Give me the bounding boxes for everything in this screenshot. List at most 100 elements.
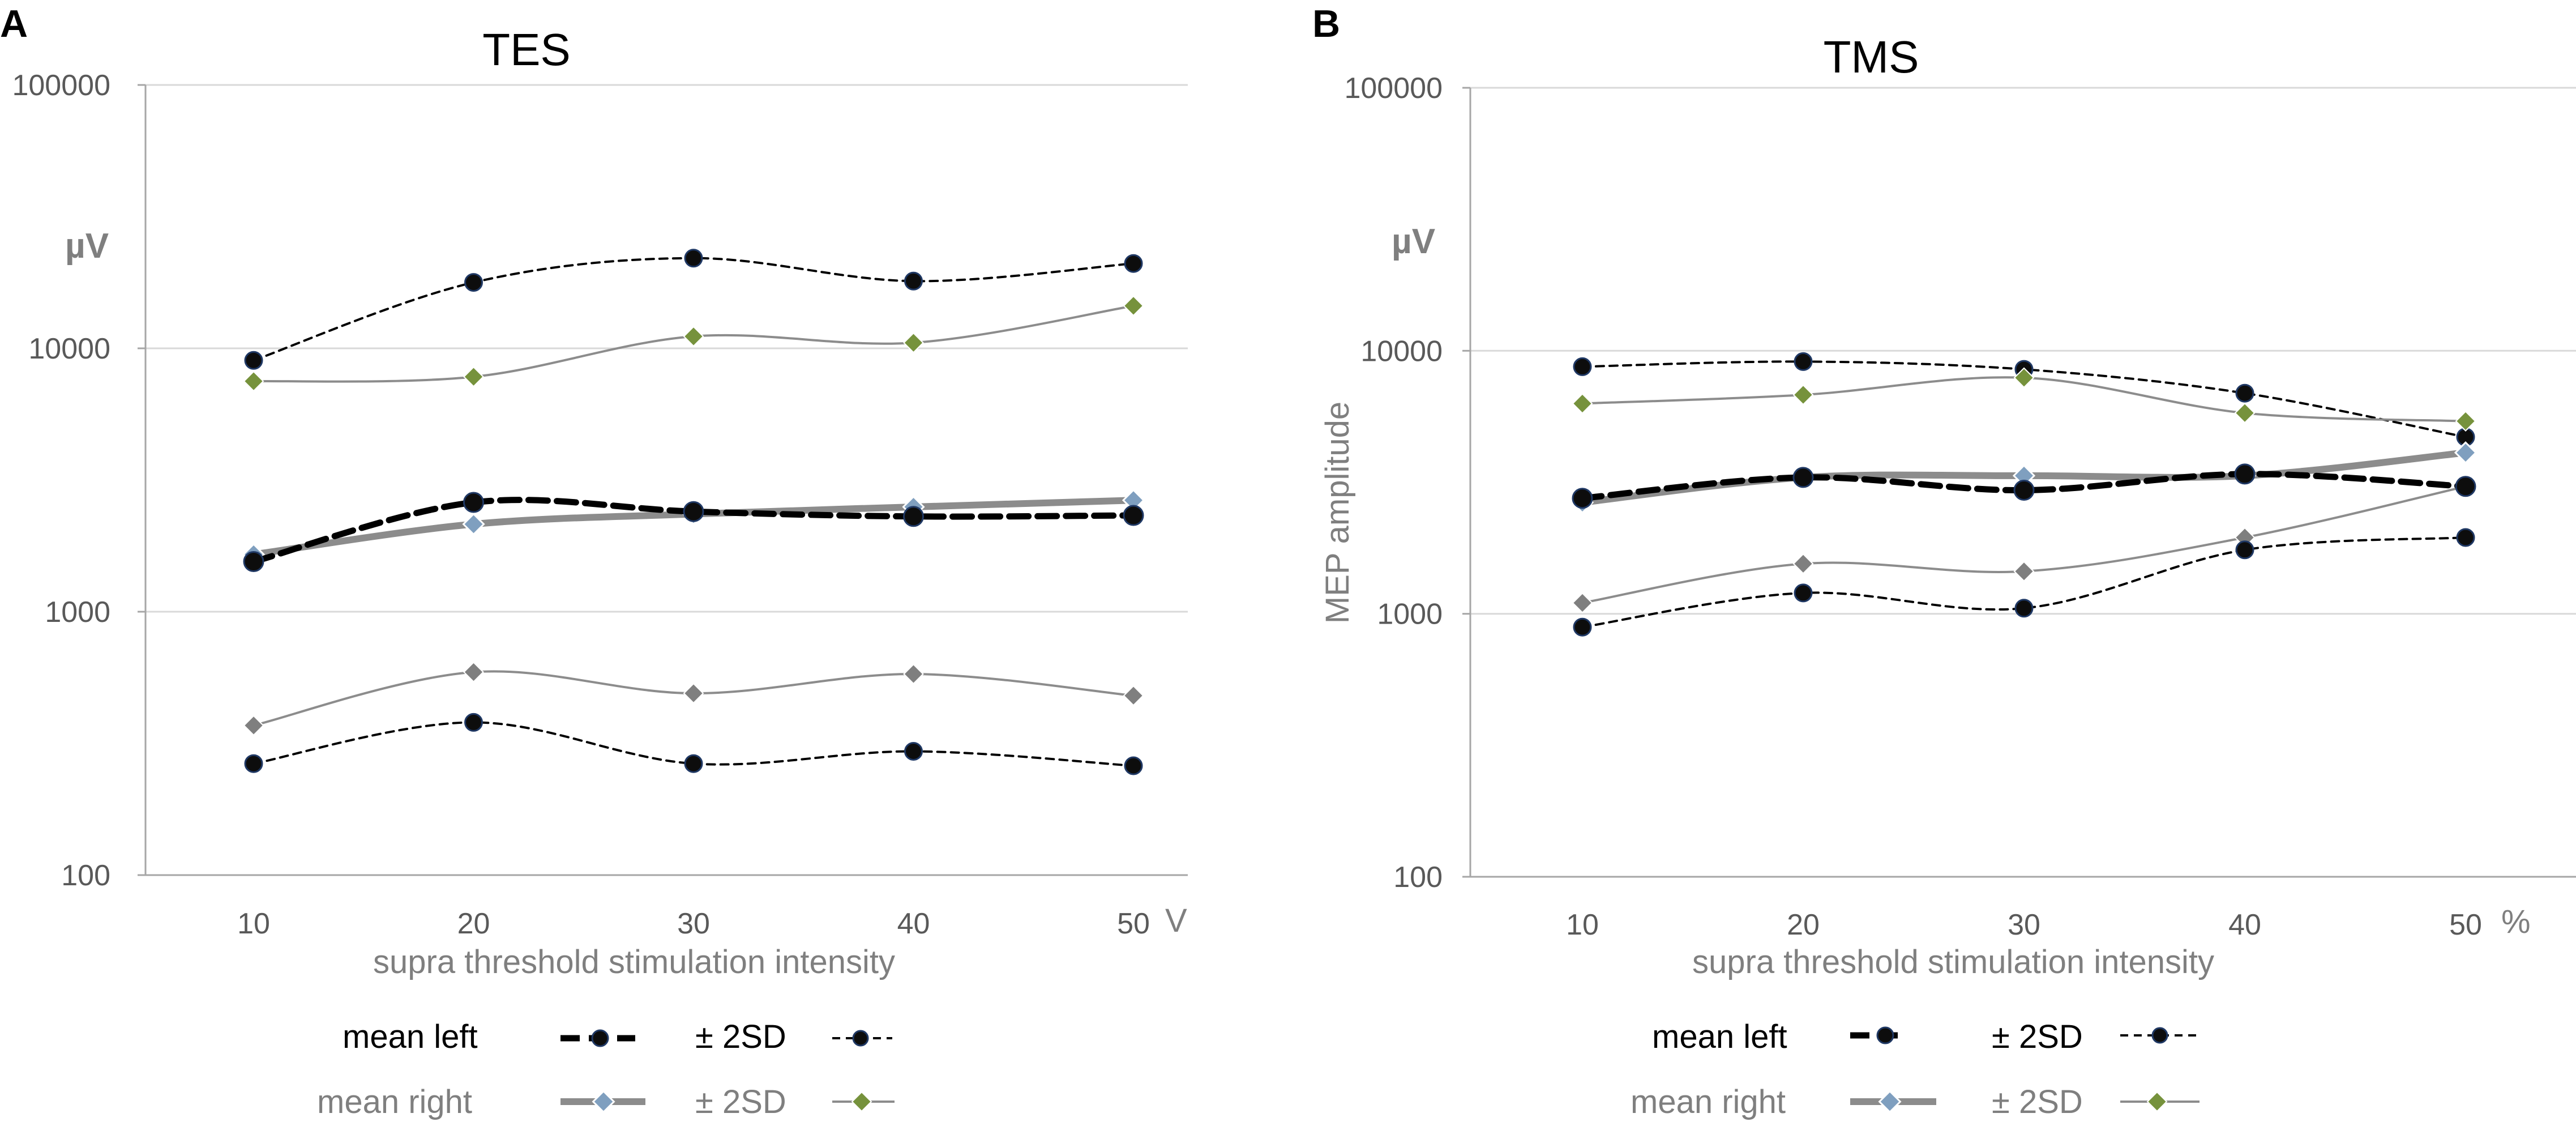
data-point <box>1124 254 1143 273</box>
panel-label: A <box>0 2 28 45</box>
series-layer <box>1571 352 2477 637</box>
legend-mean-left-label: mean left <box>1652 1018 1787 1055</box>
y-tick-labels: 100 1000 10000 100000 <box>12 69 146 892</box>
x-tick-labels: 10 20 30 40 50 <box>237 907 1150 940</box>
data-point <box>1572 393 1593 414</box>
series-sd-left-lower <box>244 713 1143 775</box>
data-point <box>243 551 264 572</box>
data-point <box>1123 685 1144 706</box>
legend: mean left ± 2SD mean right ± 2SD <box>317 1018 895 1120</box>
data-point <box>2455 476 2476 497</box>
x-unit-label: % <box>2501 903 2531 940</box>
data-point <box>904 271 923 291</box>
data-point <box>903 506 924 527</box>
data-point <box>2454 441 2477 464</box>
data-point <box>1573 617 1592 637</box>
x-tick-label: 30 <box>2008 909 2040 941</box>
legend-sd-right-marker <box>851 1091 872 1112</box>
data-point <box>2235 383 2254 403</box>
legend-sd-right-label: ± 2SD <box>695 1084 786 1120</box>
series-sd-left-upper <box>244 249 1143 370</box>
data-point <box>463 492 484 513</box>
data-point <box>1123 505 1144 526</box>
legend-mean-right-label: mean right <box>1631 1084 1786 1120</box>
data-point <box>244 351 263 370</box>
data-point <box>464 713 483 732</box>
y-tick-labels: 100 1000 10000 100000 <box>1344 72 1470 894</box>
data-point <box>1794 583 1813 603</box>
x-tick-label: 10 <box>237 907 270 940</box>
data-point <box>683 326 704 347</box>
data-point <box>684 249 703 268</box>
data-point <box>2014 599 2034 618</box>
x-unit-label: V <box>1165 902 1187 939</box>
data-point <box>243 370 264 392</box>
legend-sd-left-label: ± 2SD <box>695 1018 786 1055</box>
data-point <box>462 513 485 536</box>
legend-mean-left-marker <box>591 1029 609 1047</box>
data-point <box>463 366 484 387</box>
series-line <box>1581 536 2467 629</box>
legend-mean-left-label: mean left <box>343 1018 478 1055</box>
legend-sd-right-marker <box>2146 1091 2168 1112</box>
data-point <box>1124 756 1143 775</box>
x-tick-label: 50 <box>2449 909 2482 941</box>
data-point <box>683 501 704 522</box>
data-point <box>1792 553 1814 574</box>
legend-sd-right-label: ± 2SD <box>1992 1084 2083 1120</box>
legend-sd-left-marker <box>2151 1027 2168 1044</box>
series-sd-right-lower <box>1572 476 2476 613</box>
data-point <box>2456 528 2475 547</box>
series-line <box>1581 485 2467 604</box>
chart-title: TMS <box>1824 32 1919 82</box>
data-point <box>1792 384 1814 406</box>
panel-label: B <box>1312 2 1340 45</box>
x-tick-label: 40 <box>897 907 930 940</box>
x-tick-label: 50 <box>1117 907 1150 940</box>
data-point <box>2234 402 2256 424</box>
panel-b: B TMS 100 1000 10000 100000 10 20 30 40 50 µV M… <box>1312 2 2576 1120</box>
y-unit-label: µV <box>65 227 109 266</box>
series-mean-right <box>1571 441 2477 514</box>
data-point <box>1573 357 1592 376</box>
y-unit-label: µV <box>1392 222 1435 261</box>
data-point <box>1792 467 1814 488</box>
series-mean-left <box>1572 463 2476 509</box>
data-point <box>1572 488 1593 509</box>
x-tick-labels: 10 20 30 40 50 <box>1566 909 2482 941</box>
data-point <box>683 683 704 704</box>
x-axis-title: supra threshold stimulation intensity <box>373 944 895 980</box>
x-tick-label: 30 <box>677 907 710 940</box>
legend: mean left ± 2SD mean right ± 2SD <box>1631 1018 2200 1120</box>
legend-sd-left-marker <box>852 1030 869 1047</box>
y-tick-label: 100000 <box>1344 72 1443 105</box>
legend-mean-right-marker <box>1878 1090 1902 1114</box>
series-sd-left-lower <box>1573 528 2475 637</box>
series-layer <box>242 249 1145 775</box>
x-axis-title: supra threshold stimulation intensity <box>1692 944 2214 980</box>
y-tick-label: 10000 <box>28 332 110 365</box>
x-tick-label: 40 <box>2228 909 2261 941</box>
y-tick-label: 100000 <box>12 69 110 102</box>
data-point <box>903 663 924 685</box>
series-sd-right-upper <box>243 295 1144 392</box>
panel-a: A TES 100 1000 10000 100000 10 20 30 40 50 µV V… <box>0 2 1188 1120</box>
data-point <box>903 332 924 353</box>
x-tick-label: 10 <box>1566 909 1599 941</box>
y-tick-label: 100 <box>61 859 110 892</box>
y-tick-label: 1000 <box>1377 598 1443 631</box>
y-tick-label: 100 <box>1393 861 1443 894</box>
x-tick-label: 20 <box>457 907 490 940</box>
legend-mean-left-marker <box>1876 1026 1894 1044</box>
data-point <box>464 273 483 292</box>
data-point <box>2455 411 2476 432</box>
data-point <box>2234 463 2256 485</box>
series-sd-right-upper <box>1572 367 2476 432</box>
y-axis-title: MEP amplitude <box>1319 402 1356 624</box>
data-point <box>1794 352 1813 371</box>
data-point <box>1123 295 1144 317</box>
data-point <box>1572 592 1593 613</box>
gridlines <box>146 84 1188 613</box>
data-point <box>684 754 703 773</box>
